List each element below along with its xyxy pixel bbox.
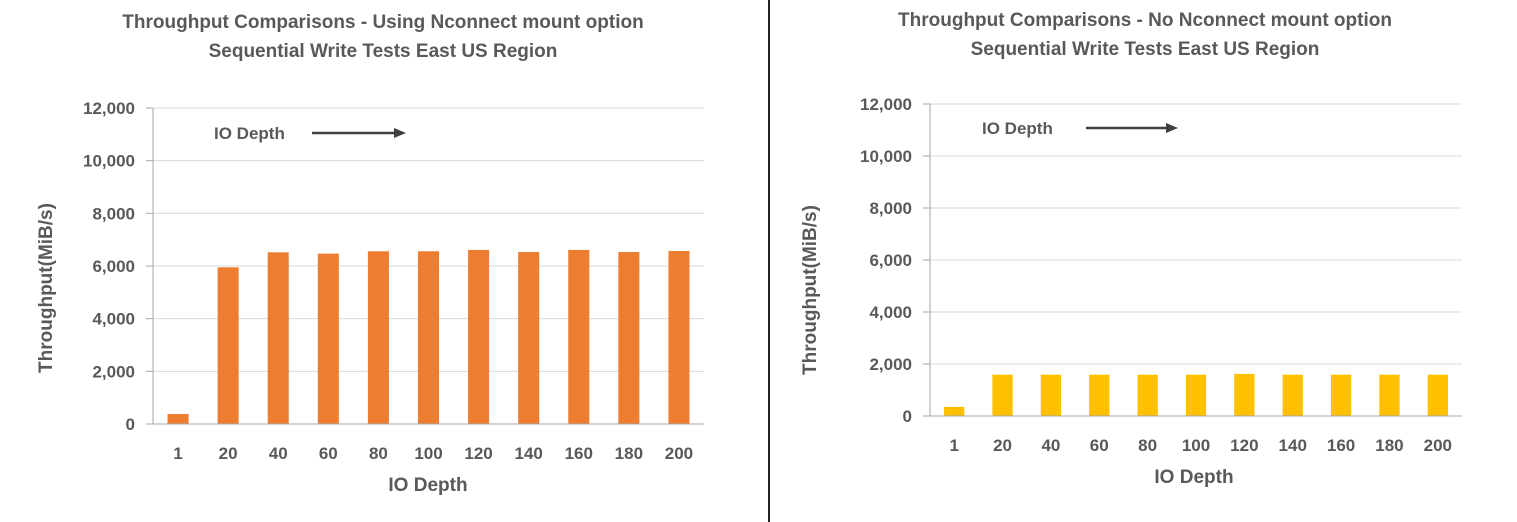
x-tick-label: 120	[1230, 436, 1258, 455]
x-tick-label: 40	[269, 444, 288, 463]
y-tick-label: 4,000	[92, 310, 135, 329]
bars	[167, 249, 690, 424]
x-tick-label: 20	[993, 436, 1012, 455]
bar	[468, 249, 490, 424]
y-axis-title: Throughput(MiB/s)	[36, 203, 57, 373]
bar	[944, 406, 965, 416]
y-tick-label: 12,000	[83, 99, 135, 118]
bar	[1234, 373, 1255, 416]
y-tick-label: 0	[126, 415, 135, 434]
x-tick-label: 80	[1138, 436, 1157, 455]
y-tick-label: 8,000	[92, 204, 135, 223]
bar	[518, 252, 540, 424]
io-depth-annotation: IO Depth	[214, 124, 285, 143]
y-tick-label: 10,000	[860, 147, 912, 166]
x-tick-label: 60	[1090, 436, 1109, 455]
bar	[167, 413, 189, 424]
bar	[217, 267, 239, 424]
x-tick-label: 140	[1279, 436, 1307, 455]
bar	[1330, 374, 1352, 416]
y-tick-label: 4,000	[869, 303, 912, 322]
bar	[267, 252, 289, 424]
y-tick-label: 2,000	[92, 362, 135, 381]
y-tick-label: 10,000	[83, 152, 135, 171]
x-tick-label: 160	[565, 444, 593, 463]
chart-subtitle: Sequential Write Tests East US Region	[971, 39, 1320, 60]
x-tick-label: 20	[219, 444, 238, 463]
bars	[944, 373, 1448, 416]
x-tick-label: 180	[615, 444, 643, 463]
bar	[1427, 374, 1448, 416]
chart-title: Throughput Comparisons - No Nconnect mou…	[898, 10, 1392, 31]
bar	[992, 374, 1013, 416]
x-tick-label: 100	[1182, 436, 1210, 455]
bar	[317, 253, 339, 424]
io-depth-annotation: IO Depth	[982, 119, 1053, 138]
y-tick-label: 6,000	[92, 257, 135, 276]
x-axis-title: IO Depth	[388, 475, 467, 496]
x-axis-title: IO Depth	[1154, 467, 1233, 488]
x-tick-label: 200	[1424, 436, 1452, 455]
x-tick-label: 160	[1327, 436, 1355, 455]
bar	[668, 250, 690, 424]
x-tick-label: 180	[1375, 436, 1403, 455]
y-tick-label: 2,000	[869, 355, 912, 374]
x-tick-label: 140	[514, 444, 542, 463]
x-tick-label: 1	[949, 436, 958, 455]
y-tick-label: 12,000	[860, 95, 912, 114]
chart-panel-no-nconnect: Throughput Comparisons - No Nconnect mou…	[770, 0, 1517, 522]
y-tick-label: 6,000	[869, 251, 912, 270]
bar	[1137, 374, 1158, 416]
bar	[1185, 374, 1207, 416]
bar	[618, 252, 640, 424]
chart-subtitle: Sequential Write Tests East US Region	[209, 41, 558, 62]
y-axis-title: Throughput(MiB/s)	[800, 205, 821, 375]
bar	[417, 251, 440, 424]
x-tick-label: 40	[1041, 436, 1060, 455]
x-tick-label: 1	[173, 444, 182, 463]
chart-nconnect: Throughput Comparisons - Using Nconnect …	[36, 12, 704, 496]
bar	[1040, 374, 1062, 416]
x-tick-label: 100	[414, 444, 442, 463]
y-tick-label: 8,000	[869, 199, 912, 218]
arrow-right-icon	[312, 128, 406, 138]
axes	[146, 107, 704, 425]
y-tick-label: 0	[903, 407, 912, 426]
panel-divider	[768, 0, 770, 522]
arrow-right-icon	[1086, 123, 1178, 133]
x-tick-label: 80	[369, 444, 388, 463]
x-tick-label: 60	[319, 444, 338, 463]
bar	[1379, 374, 1400, 416]
bar	[1282, 374, 1303, 416]
bar	[1089, 374, 1110, 416]
chart-panel-nconnect: Throughput Comparisons - Using Nconnect …	[36, 12, 704, 496]
x-tick-label: 120	[464, 444, 492, 463]
bar	[367, 251, 389, 424]
gridlines	[930, 103, 1462, 365]
bar	[568, 249, 590, 424]
chart-title: Throughput Comparisons - Using Nconnect …	[122, 12, 643, 33]
axes	[923, 103, 1462, 417]
chart-no-nconnect: Throughput Comparisons - No Nconnect mou…	[800, 10, 1462, 488]
x-tick-label: 200	[665, 444, 693, 463]
